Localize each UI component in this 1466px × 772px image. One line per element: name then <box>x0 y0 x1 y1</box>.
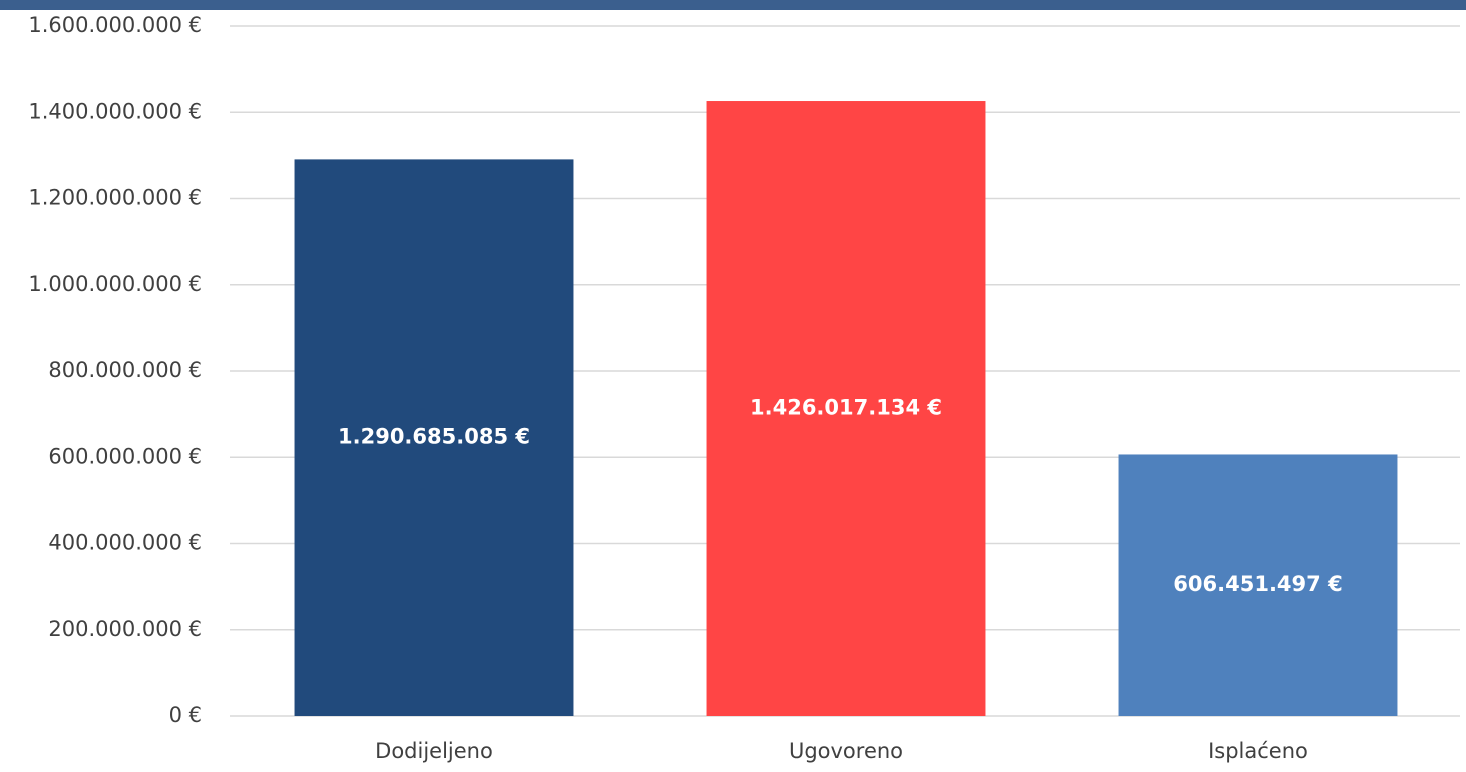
top-band <box>0 0 1466 10</box>
x-tick-label: Ugovoreno <box>789 739 903 763</box>
bar <box>294 159 574 716</box>
y-tick-label: 1.000.000.000 € <box>28 272 202 296</box>
y-tick-label: 1.200.000.000 € <box>28 186 202 210</box>
bar <box>706 101 986 717</box>
y-tick-label: 600.000.000 € <box>48 444 202 468</box>
y-tick-label: 1.400.000.000 € <box>28 99 202 123</box>
value-label: 1.426.017.134 € <box>750 396 942 420</box>
y-tick-label: 800.000.000 € <box>48 358 202 382</box>
y-tick-label: 400.000.000 € <box>48 531 202 555</box>
y-tick-label: 0 € <box>169 703 202 727</box>
value-label: 1.290.685.085 € <box>338 425 530 449</box>
x-tick-label: Isplaćeno <box>1208 739 1308 763</box>
y-tick-label: 1.600.000.000 € <box>28 13 202 37</box>
value-label: 606.451.497 € <box>1173 572 1342 596</box>
bar <box>1118 454 1398 716</box>
x-tick-label: Dodijeljeno <box>375 739 493 763</box>
y-tick-label: 200.000.000 € <box>48 617 202 641</box>
